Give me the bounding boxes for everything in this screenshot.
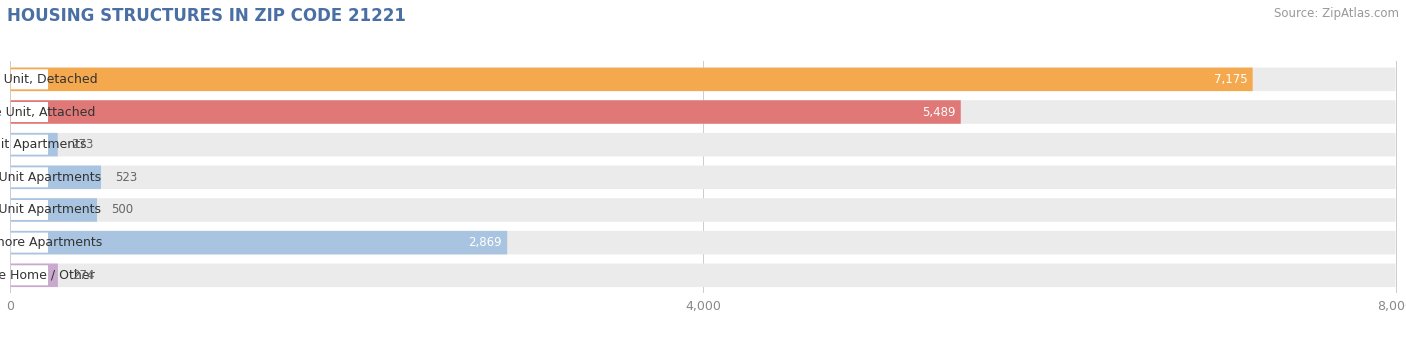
- FancyBboxPatch shape: [11, 200, 48, 220]
- FancyBboxPatch shape: [10, 133, 1396, 157]
- Text: 523: 523: [115, 171, 138, 184]
- Text: 274: 274: [72, 269, 94, 282]
- FancyBboxPatch shape: [10, 198, 1396, 222]
- FancyBboxPatch shape: [10, 198, 97, 222]
- Text: 2,869: 2,869: [468, 236, 502, 249]
- FancyBboxPatch shape: [10, 166, 101, 189]
- FancyBboxPatch shape: [10, 68, 1253, 91]
- FancyBboxPatch shape: [11, 102, 48, 122]
- FancyBboxPatch shape: [10, 231, 508, 254]
- Text: Mobile Home / Other: Mobile Home / Other: [0, 269, 94, 282]
- Text: 5,489: 5,489: [922, 105, 956, 119]
- FancyBboxPatch shape: [11, 265, 48, 285]
- FancyBboxPatch shape: [10, 100, 960, 124]
- FancyBboxPatch shape: [10, 264, 1396, 287]
- Text: 500: 500: [111, 204, 134, 217]
- FancyBboxPatch shape: [10, 100, 1396, 124]
- FancyBboxPatch shape: [11, 135, 48, 155]
- FancyBboxPatch shape: [10, 133, 58, 157]
- FancyBboxPatch shape: [10, 68, 1396, 91]
- FancyBboxPatch shape: [10, 166, 1396, 189]
- Text: Source: ZipAtlas.com: Source: ZipAtlas.com: [1274, 7, 1399, 20]
- Text: Single Unit, Detached: Single Unit, Detached: [0, 73, 98, 86]
- Text: Single Unit, Attached: Single Unit, Attached: [0, 105, 96, 119]
- Text: 273: 273: [72, 138, 94, 151]
- FancyBboxPatch shape: [11, 167, 48, 187]
- Text: 10 or more Apartments: 10 or more Apartments: [0, 236, 103, 249]
- FancyBboxPatch shape: [10, 231, 1396, 254]
- FancyBboxPatch shape: [10, 264, 58, 287]
- Text: 2 Unit Apartments: 2 Unit Apartments: [0, 138, 87, 151]
- Text: 7,175: 7,175: [1213, 73, 1247, 86]
- Text: 3 or 4 Unit Apartments: 3 or 4 Unit Apartments: [0, 171, 101, 184]
- Text: 5 to 9 Unit Apartments: 5 to 9 Unit Apartments: [0, 204, 101, 217]
- FancyBboxPatch shape: [11, 69, 48, 89]
- Text: HOUSING STRUCTURES IN ZIP CODE 21221: HOUSING STRUCTURES IN ZIP CODE 21221: [7, 7, 406, 25]
- FancyBboxPatch shape: [11, 233, 48, 253]
